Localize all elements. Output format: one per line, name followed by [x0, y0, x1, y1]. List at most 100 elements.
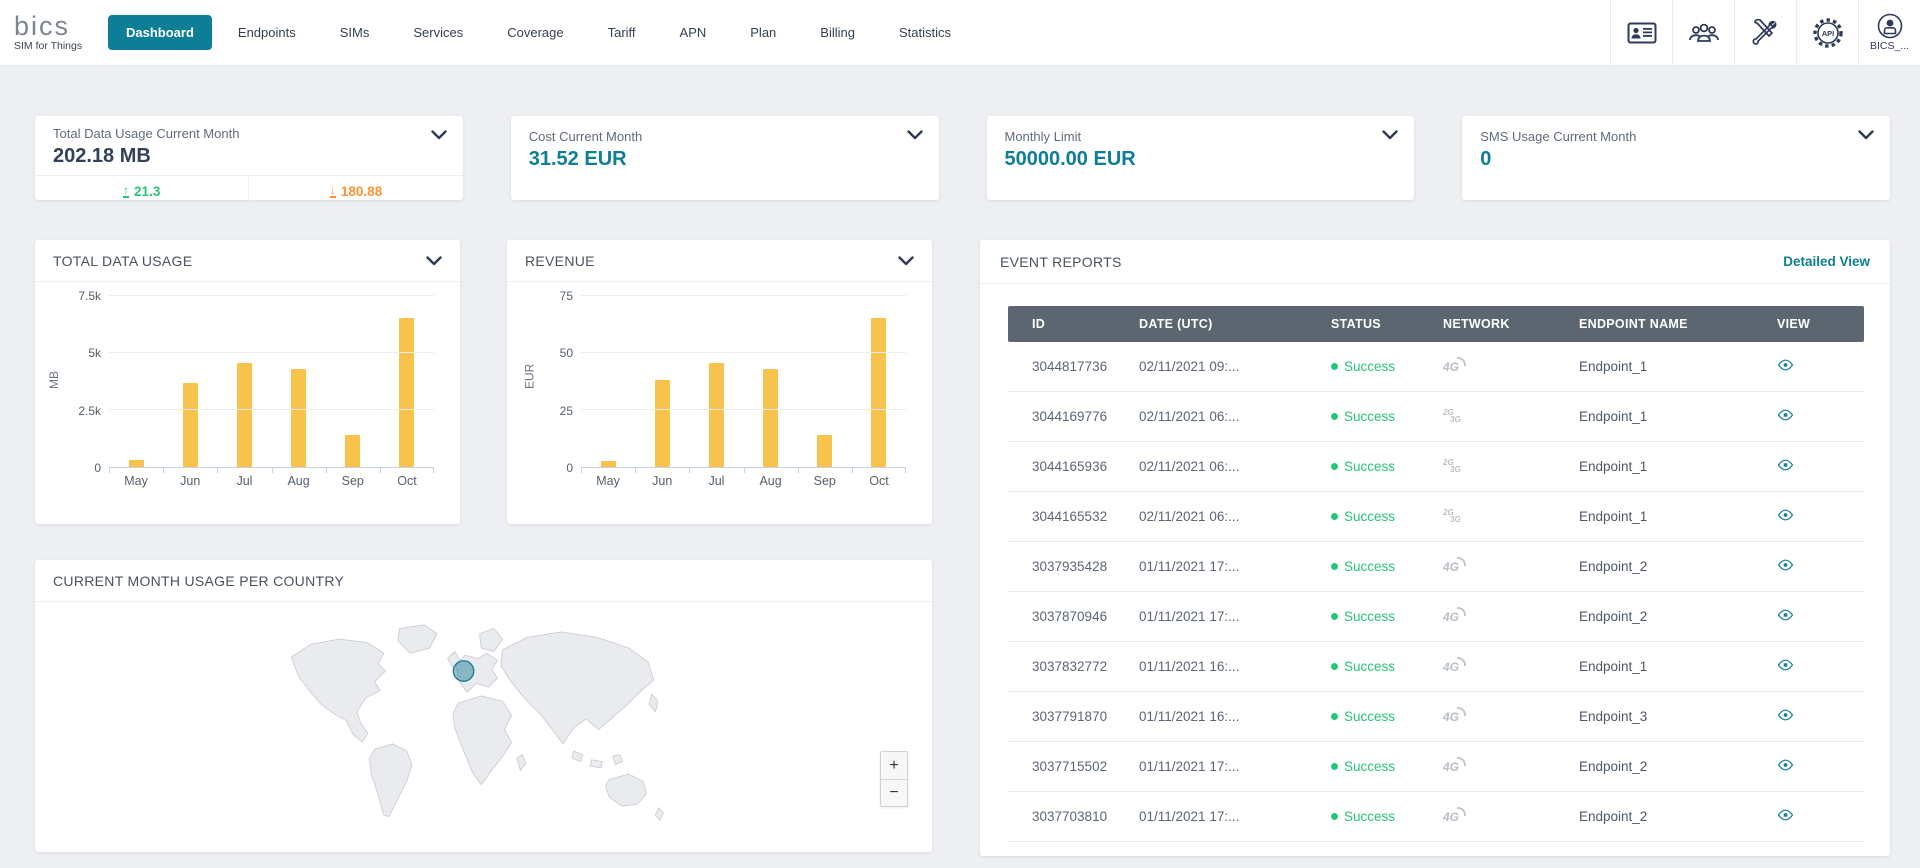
nav-item-statistics[interactable]: Statistics	[881, 15, 969, 50]
chevron-down-icon[interactable]	[1382, 130, 1398, 140]
view-eye-icon[interactable]	[1777, 709, 1794, 721]
event-id: 3037715502	[1008, 759, 1121, 774]
table-row: 304416593602/11/2021 06:...Success2G3GEn…	[1008, 442, 1864, 492]
column-header-id: ID	[1008, 317, 1121, 331]
nav-item-apn[interactable]: APN	[662, 15, 725, 50]
api-settings-button[interactable]: API	[1796, 0, 1858, 65]
view-eye-icon[interactable]	[1777, 509, 1794, 521]
endpoint-name: Endpoint_2	[1561, 559, 1759, 574]
brand-tagline: SIM for Things	[14, 40, 100, 52]
event-status: Success	[1313, 559, 1425, 574]
x-tick-label: Aug	[272, 474, 326, 488]
view-eye-icon[interactable]	[1777, 609, 1794, 621]
detailed-view-link[interactable]: Detailed View	[1783, 254, 1870, 269]
nav-item-coverage[interactable]: Coverage	[489, 15, 581, 50]
event-id: 3044817736	[1008, 359, 1121, 374]
y-tick-label: 25	[560, 404, 573, 418]
view-cell	[1759, 609, 1864, 624]
network-cell: 4G	[1425, 709, 1561, 724]
nav-item-billing[interactable]: Billing	[802, 15, 873, 50]
upload-download-split: ↑ 21.3 ↓ 180.88	[35, 175, 463, 206]
brand-logo[interactable]: bics SIM for Things	[0, 13, 100, 52]
plot-area	[109, 296, 434, 468]
network-cell: 2G3G	[1425, 459, 1561, 475]
usage-per-country-panel: CURRENT MONTH USAGE PER COUNTRY	[35, 560, 932, 852]
event-status: Success	[1313, 359, 1425, 374]
y-tick-label: 0	[94, 461, 101, 475]
endpoint-name: Endpoint_2	[1561, 759, 1759, 774]
view-eye-icon[interactable]	[1777, 659, 1794, 671]
column-header-network: NETWORK	[1425, 317, 1561, 331]
view-eye-icon[interactable]	[1777, 809, 1794, 821]
x-tick-label: Jul	[217, 474, 271, 488]
event-date: 02/11/2021 06:...	[1121, 509, 1313, 524]
event-status: Success	[1313, 459, 1425, 474]
x-axis-labels: MayJunJulAugSepOct	[109, 474, 434, 488]
download-arrow-icon: ↓	[330, 185, 336, 198]
gridline	[581, 409, 906, 410]
x-tick-label: Jul	[689, 474, 743, 488]
view-eye-icon[interactable]	[1777, 459, 1794, 471]
bar-jul	[709, 363, 724, 467]
chevron-down-icon[interactable]	[431, 130, 447, 140]
map-zoom-out-button[interactable]: −	[881, 779, 907, 806]
nav-item-endpoints[interactable]: Endpoints	[220, 15, 314, 50]
event-date: 02/11/2021 06:...	[1121, 459, 1313, 474]
network-2g3g-icon: 2G3G	[1443, 459, 1461, 473]
tools-button[interactable]	[1734, 0, 1796, 65]
network-2g3g-icon: 2G3G	[1443, 409, 1461, 423]
summary-card-total-data-usage: Total Data Usage Current Month 202.18 MB…	[35, 116, 463, 200]
profile-button[interactable]: BICS_...	[1858, 0, 1920, 65]
view-eye-icon[interactable]	[1777, 759, 1794, 771]
event-id: 3044169776	[1008, 409, 1121, 424]
event-status: Success	[1313, 759, 1425, 774]
card-title: Monthly Limit	[1005, 129, 1397, 144]
status-dot	[1331, 413, 1338, 420]
event-status: Success	[1313, 809, 1425, 824]
profile-label: BICS_...	[1870, 40, 1909, 52]
nav-item-sims[interactable]: SIMs	[322, 15, 388, 50]
view-eye-icon[interactable]	[1777, 559, 1794, 571]
chevron-down-icon[interactable]	[1858, 130, 1874, 140]
nav-item-services[interactable]: Services	[395, 15, 481, 50]
chevron-down-icon[interactable]	[426, 256, 442, 266]
table-row: 303793542801/11/2021 17:...Success4GEndp…	[1008, 542, 1864, 592]
tools-icon	[1751, 19, 1781, 47]
endpoint-name: Endpoint_1	[1561, 509, 1759, 524]
column-header-view: VIEW	[1759, 317, 1864, 331]
download-value: 180.88	[341, 184, 382, 199]
summary-card-cost: Cost Current Month 31.52 EUR	[511, 116, 939, 200]
event-status: Success	[1313, 509, 1425, 524]
event-id: 3037870946	[1008, 609, 1121, 624]
map-zoom-control: + −	[880, 751, 908, 807]
table-row: 303783277201/11/2021 16:...Success4GEndp…	[1008, 642, 1864, 692]
status-text: Success	[1344, 759, 1395, 774]
view-cell	[1759, 659, 1864, 674]
map-zoom-in-button[interactable]: +	[881, 752, 907, 779]
contacts-button[interactable]	[1610, 0, 1672, 65]
nav-item-plan[interactable]: Plan	[732, 15, 794, 50]
user-groups-button[interactable]	[1672, 0, 1734, 65]
y-axis: EUR 7550250	[519, 296, 581, 468]
nav-item-tariff[interactable]: Tariff	[590, 15, 654, 50]
event-date: 01/11/2021 17:...	[1121, 759, 1313, 774]
view-eye-icon[interactable]	[1777, 409, 1794, 421]
summary-card-sms-usage: SMS Usage Current Month 0	[1462, 116, 1890, 200]
event-date: 01/11/2021 17:...	[1121, 609, 1313, 624]
gridline	[581, 352, 906, 353]
upload-value: 21.3	[134, 184, 160, 199]
world-map[interactable]: + −	[35, 602, 932, 851]
gridline	[109, 352, 434, 353]
chevron-down-icon[interactable]	[898, 256, 914, 266]
charts-row: TOTAL DATA USAGE MB 7.5k5k2.5k0 MayJunJu…	[35, 240, 932, 524]
nav-item-dashboard[interactable]: Dashboard	[108, 15, 212, 50]
revenue-chart-card: REVENUE EUR 7550250 MayJunJulAugSepOct	[507, 240, 932, 524]
bar-oct	[399, 318, 414, 467]
status-text: Success	[1344, 359, 1395, 374]
event-date: 01/11/2021 16:...	[1121, 659, 1313, 674]
chevron-down-icon[interactable]	[907, 130, 923, 140]
view-cell	[1759, 809, 1864, 824]
status-text: Success	[1344, 509, 1395, 524]
event-id: 3044165532	[1008, 509, 1121, 524]
view-eye-icon[interactable]	[1777, 359, 1794, 371]
